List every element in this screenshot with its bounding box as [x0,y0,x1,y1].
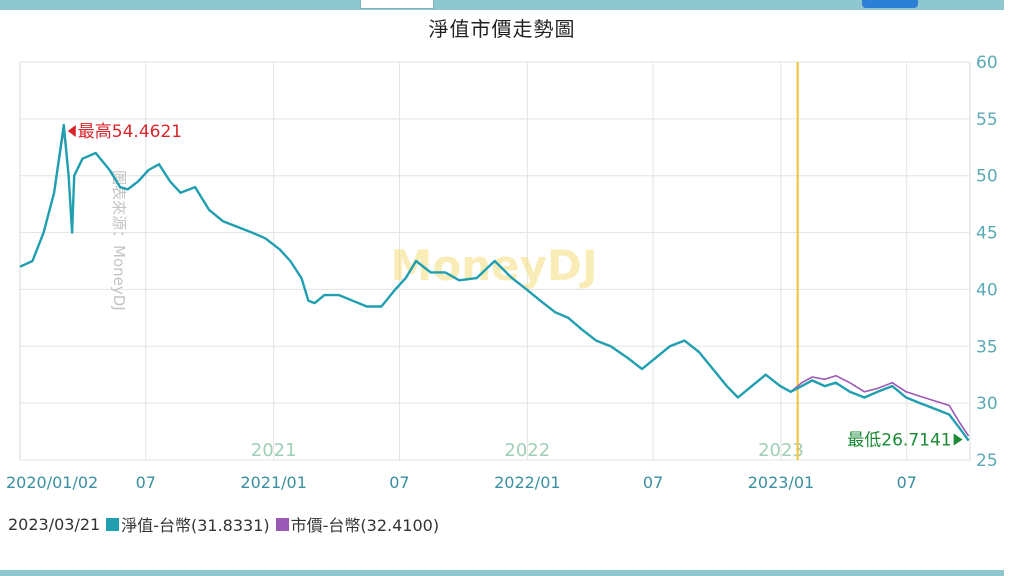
y-tick-label: 30 [976,394,998,414]
x-axis-ticks: 2020/01/02 07 2021/01 07 2022/01 07 2023/01 07 [6,473,917,492]
y-tick-label: 50 [976,167,998,187]
min-arrow-icon [953,433,963,446]
y-axis-ticks: 60 55 50 45 40 35 30 25 [976,53,998,471]
year-labels: 2021 2022 2023 [251,440,804,461]
right-margin [1004,0,1024,576]
x-tick-label: 2021/01 [240,473,306,492]
bottom-bar [0,570,1004,576]
year-label: 2022 [504,440,550,461]
max-arrow-icon [67,124,76,137]
query-button[interactable] [862,0,918,8]
x-tick-label: 07 [897,473,917,492]
legend-label-price[interactable]: 市價-台幣(32.4100) [290,516,440,535]
x-tick-label: 07 [136,473,156,492]
x-tick-label: 2023/01 [748,473,814,492]
year-label: 2021 [251,440,297,461]
chart-svg: MoneyDJ 圖表來源：MoneyDJ 2021 2022 2023 60 55 50… [6,53,998,492]
legend: 2023/03/21 淨值-台幣(31.8331) 市價-台幣(32.4100) [8,512,439,536]
legend-date: 2023/03/21 [8,514,101,534]
y-tick-label: 35 [976,337,998,357]
series-group [19,123,970,442]
chart-annotations: 最高54.4621 最低26.7141 [67,122,963,451]
y-tick-label: 25 [976,451,998,471]
y-tick-label: 55 [976,110,998,130]
max-annotation: 最高54.4621 [78,122,182,142]
legend-swatch-nav [106,517,120,531]
watermark-source: 圖表來源：MoneyDJ [110,170,128,311]
y-tick-label: 40 [976,280,998,300]
year-label: 2023 [758,440,804,461]
x-tick-label: 2020/01/02 [6,473,98,492]
x-tick-label: 07 [389,473,409,492]
chart-title: 淨值市價走勢圖 [428,17,576,41]
legend-swatch-price [275,517,289,531]
top-toolbar [0,0,1004,10]
min-annotation: 最低26.7141 [847,431,951,451]
series-line-nav [19,123,970,442]
x-tick-label: 2022/01 [494,473,560,492]
legend-label-nav[interactable]: 淨值-台幣(31.8331) [121,516,270,535]
date-input[interactable] [360,0,434,9]
watermark-text: MoneyDJ [391,241,598,290]
x-tick-label: 07 [643,473,663,492]
grid-lines [20,61,970,461]
y-tick-label: 45 [976,224,998,244]
y-tick-label: 60 [976,53,998,73]
